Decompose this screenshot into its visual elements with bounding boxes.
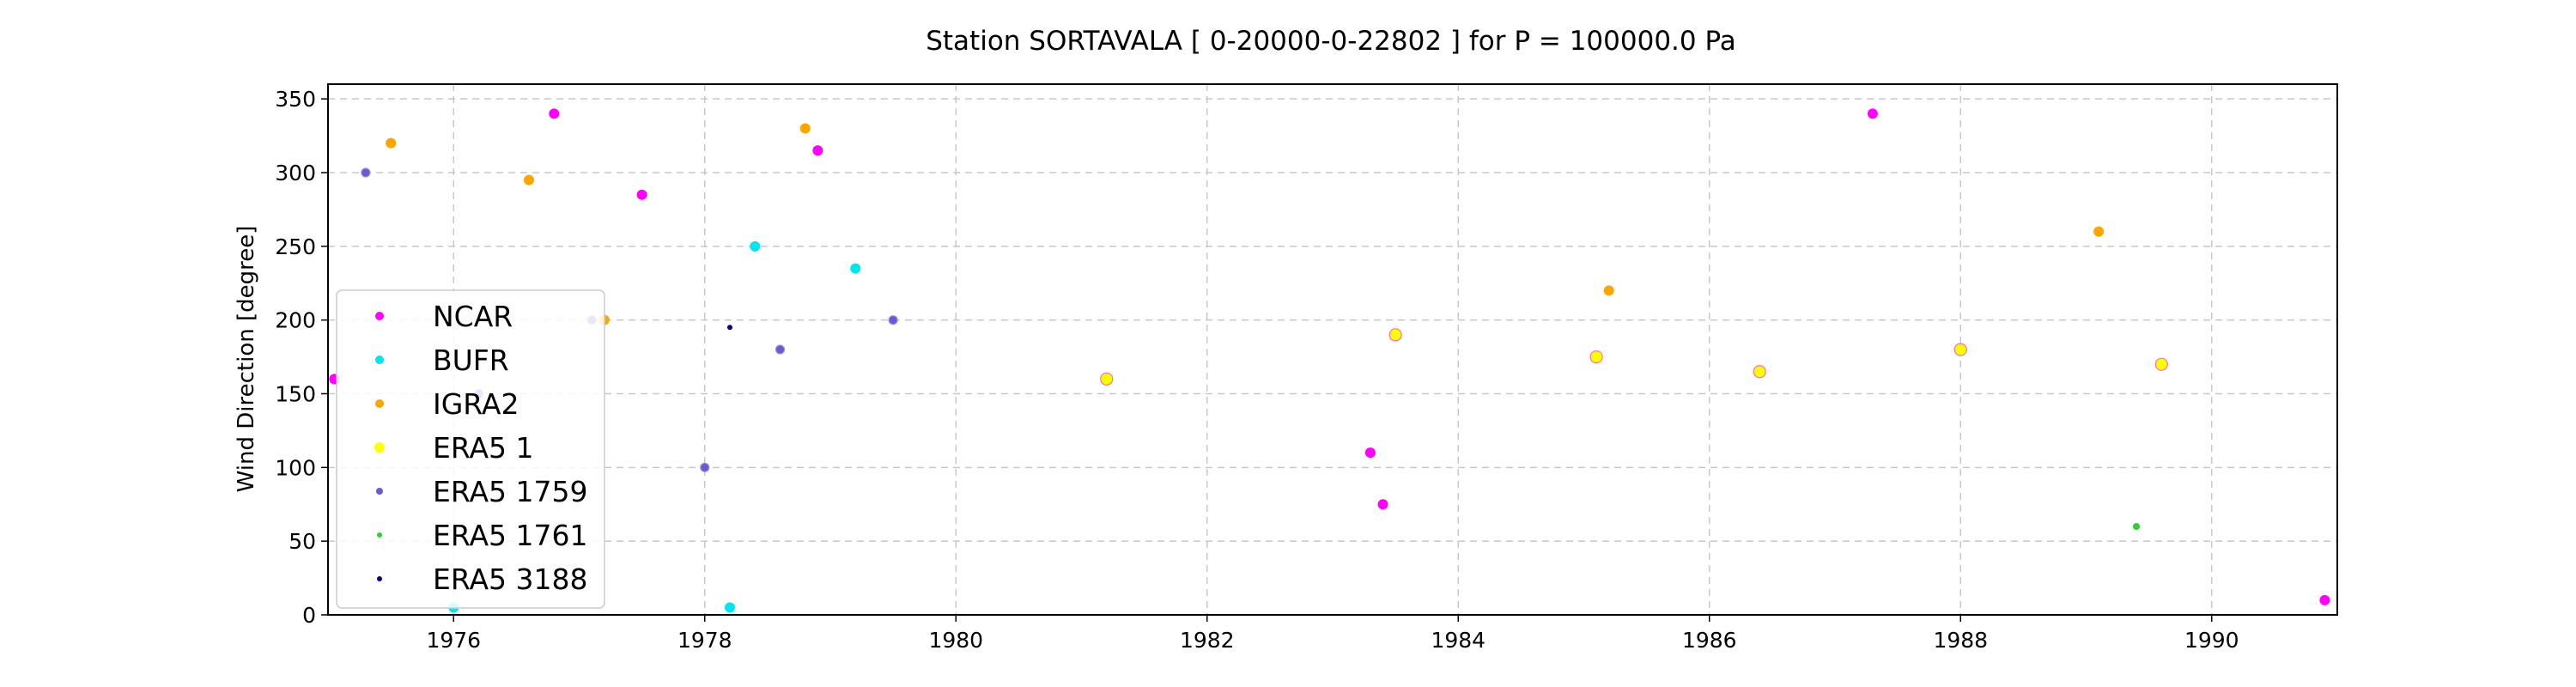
x-tick-label: 1980 <box>928 628 983 653</box>
legend-marker <box>375 312 384 320</box>
chart-title: Station SORTAVALA [ 0-20000-0-22802 ] fo… <box>926 26 1736 57</box>
legend-label: ERA5 1 <box>433 431 534 465</box>
data-point <box>1953 343 1967 356</box>
data-point <box>549 108 560 119</box>
data-point <box>700 462 710 472</box>
data-point <box>1867 108 1878 119</box>
data-point <box>1388 328 1402 342</box>
data-point <box>812 145 823 156</box>
grid <box>328 84 2337 616</box>
x-tick-label: 1990 <box>2184 628 2239 653</box>
legend: NCAR BUFR IGRA2 ERA5 1 ERA5 1759 ERA5 1761 ERA… <box>336 289 605 609</box>
x-tick-label: 1982 <box>1180 628 1235 653</box>
legend-marker <box>376 488 383 495</box>
legend-label: NCAR <box>433 300 513 333</box>
legend-marker <box>374 442 385 453</box>
data-point <box>725 602 735 613</box>
data-point <box>1377 499 1388 510</box>
data-point <box>727 325 732 331</box>
data-point <box>636 189 647 200</box>
data-point <box>386 137 397 149</box>
x-tick-label: 1978 <box>677 628 732 653</box>
data-point <box>1589 350 1603 364</box>
legend-label: ERA5 1761 <box>433 519 588 552</box>
data-point <box>361 167 371 178</box>
legend-box <box>336 289 605 609</box>
legend-label: ERA5 3188 <box>433 562 588 596</box>
data-point <box>1364 447 1376 459</box>
data-point <box>1753 365 1766 379</box>
y-tick-label: 250 <box>275 234 316 259</box>
y-tick-label: 50 <box>289 529 316 554</box>
data-point <box>750 240 761 252</box>
legend-label: IGRA2 <box>433 387 519 421</box>
legend-marker <box>375 399 384 408</box>
data-point <box>2154 357 2168 371</box>
data-point <box>850 263 861 274</box>
y-tick-label: 300 <box>275 161 316 185</box>
y-axis-label: Wind Direction [degree] <box>234 226 259 493</box>
legend-marker <box>377 532 382 538</box>
data-point <box>799 123 811 134</box>
y-tick-label: 0 <box>302 603 316 628</box>
legend-label: BUFR <box>433 344 509 377</box>
data-point <box>2133 523 2140 530</box>
legend-marker <box>375 356 384 364</box>
data-point <box>524 174 534 185</box>
plot-frame <box>327 83 2338 616</box>
legend-marker <box>377 576 382 581</box>
data-point <box>1100 372 1114 386</box>
data-point <box>1603 285 1614 296</box>
legend-label: ERA5 1759 <box>433 475 588 508</box>
data-point <box>775 344 786 355</box>
y-tick-label: 100 <box>275 455 316 480</box>
x-axis: 1976 1978 1980 1982 1984 1986 1988 1990 <box>426 615 2239 653</box>
data-point <box>888 315 898 325</box>
x-tick-label: 1976 <box>426 628 481 653</box>
y-tick-label: 150 <box>275 382 316 407</box>
y-tick-label: 200 <box>275 308 316 333</box>
y-tick-label: 350 <box>275 87 316 112</box>
data-point <box>2093 226 2105 237</box>
y-axis: 0 50 100 150 200 250 300 350 <box>275 87 328 628</box>
data-points <box>329 108 2330 613</box>
x-tick-label: 1988 <box>1933 628 1988 653</box>
x-tick-label: 1984 <box>1431 628 1485 653</box>
data-point <box>2319 594 2330 605</box>
x-tick-label: 1986 <box>1682 628 1737 653</box>
